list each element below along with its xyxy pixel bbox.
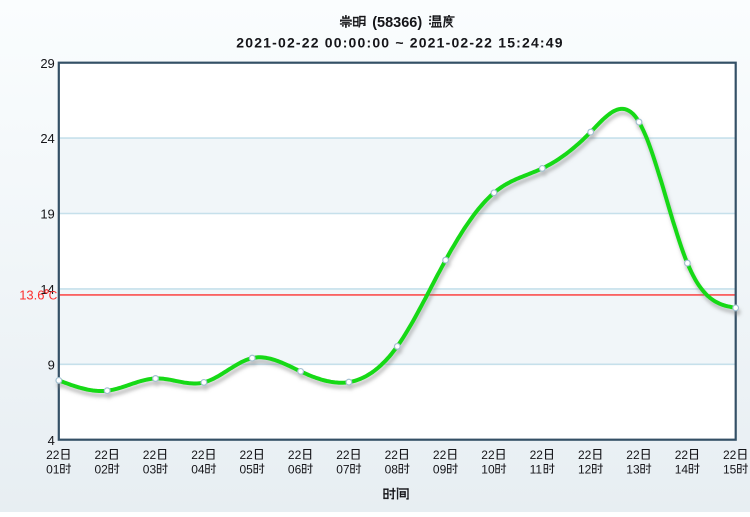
svg-text:C: C	[49, 289, 58, 303]
svg-text:22: 22	[481, 448, 495, 462]
svg-text:29: 29	[40, 56, 54, 71]
svg-text:22: 22	[433, 448, 447, 462]
svg-text:22: 22	[385, 448, 399, 462]
svg-text:13: 13	[626, 462, 640, 476]
svg-text:22: 22	[723, 448, 737, 462]
svg-text:14: 14	[675, 462, 689, 476]
svg-text:05: 05	[240, 462, 254, 476]
svg-text:22: 22	[95, 448, 109, 462]
svg-text:9: 9	[48, 357, 55, 372]
svg-text:13.6: 13.6	[19, 288, 44, 303]
svg-text:22: 22	[578, 448, 592, 462]
svg-text:03: 03	[143, 462, 157, 476]
svg-text:02: 02	[95, 462, 109, 476]
svg-text:08: 08	[385, 462, 399, 476]
svg-text:22: 22	[336, 448, 350, 462]
svg-text:15: 15	[723, 462, 737, 476]
svg-text:2021-02-22 00:00:00 ~ 2021-02-: 2021-02-22 00:00:00 ~ 2021-02-22 15:24:4…	[236, 34, 563, 50]
svg-text:22: 22	[46, 448, 60, 462]
svg-text:07: 07	[336, 462, 350, 476]
svg-text:22: 22	[240, 448, 254, 462]
svg-text:11: 11	[530, 462, 543, 476]
svg-text:(58366): (58366)	[372, 15, 422, 31]
svg-text:22: 22	[675, 448, 689, 462]
svg-text:22: 22	[626, 448, 640, 462]
svg-text:10: 10	[481, 462, 495, 476]
svg-text:22: 22	[288, 448, 302, 462]
svg-text:06: 06	[288, 462, 302, 476]
svg-text:12: 12	[578, 462, 592, 476]
svg-text:01: 01	[46, 462, 60, 476]
svg-text:09: 09	[433, 462, 447, 476]
svg-text:4: 4	[48, 433, 55, 448]
svg-text:19: 19	[40, 207, 54, 222]
svg-text:24: 24	[40, 131, 54, 146]
svg-text:04: 04	[191, 462, 205, 476]
svg-text:22: 22	[530, 448, 544, 462]
svg-text:22: 22	[143, 448, 157, 462]
svg-text:22: 22	[191, 448, 205, 462]
